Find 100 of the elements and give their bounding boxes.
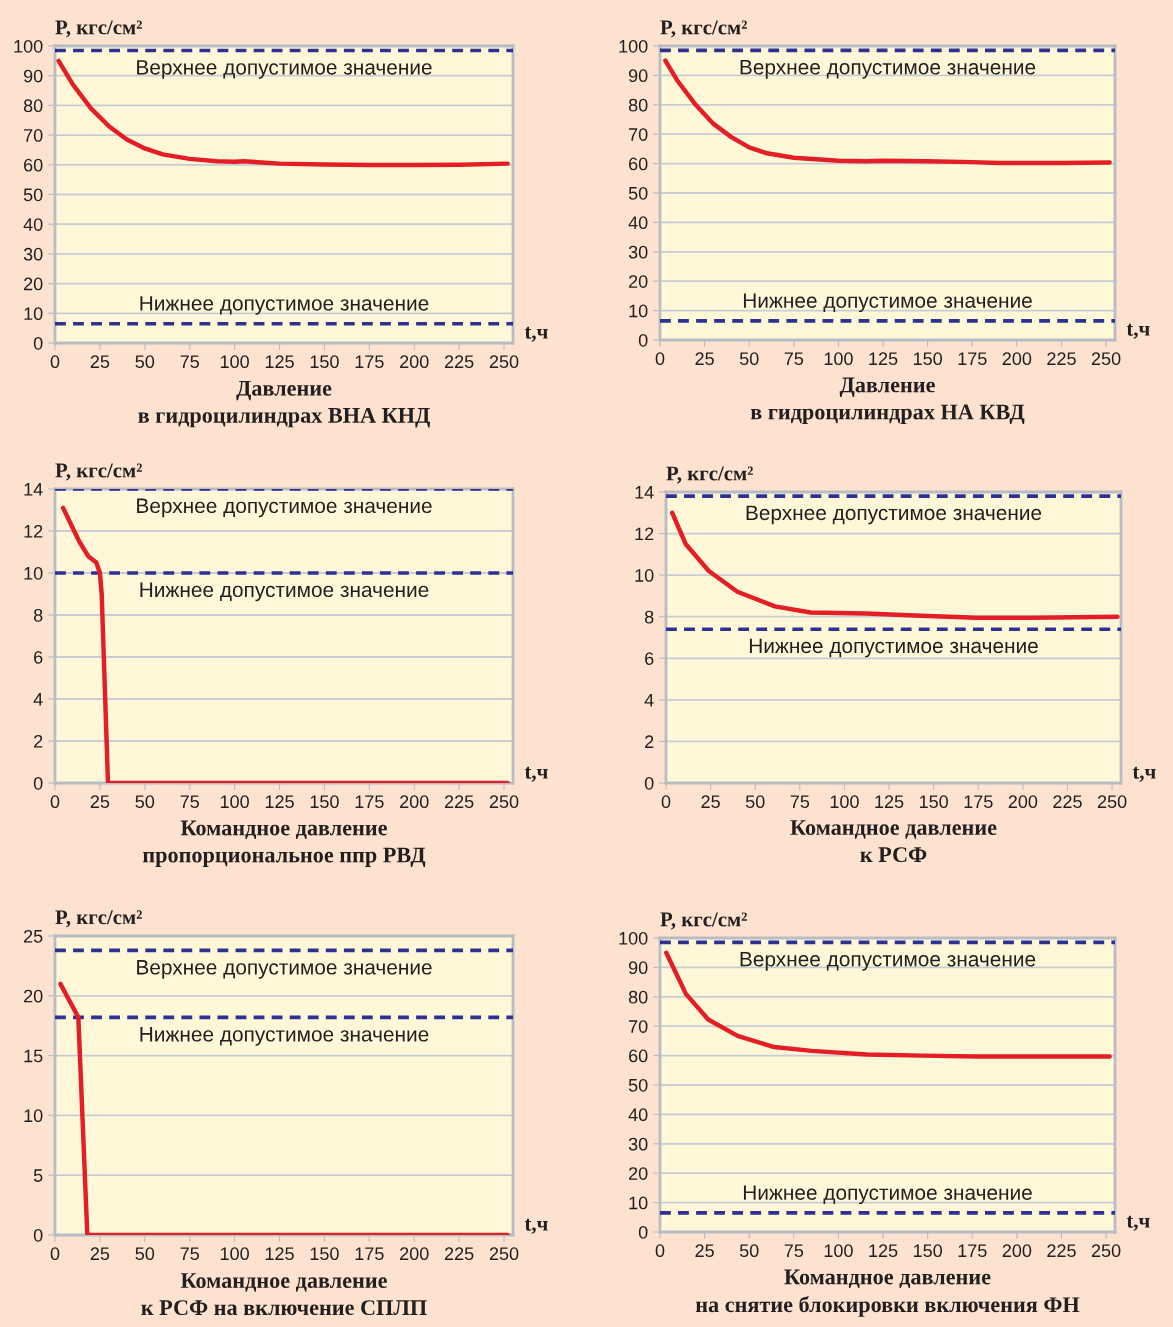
x-tick-label: 0 [655,1244,665,1258]
y-tick-label: 80 [23,99,43,113]
text: Давление в гидроцилиндрах ВНА КНД [138,380,431,428]
x-tick-label: 250 [1091,1244,1121,1258]
ref-line-label: Верхнее допустимое значение [740,59,1036,79]
y-tick-label: 40 [628,216,648,230]
x-tick-label: 175 [355,1247,384,1261]
x-axis-title: t,ч [524,766,548,782]
x-tick-label: 175 [964,795,993,809]
x-tick-label: 175 [355,355,384,369]
y-tick-label: 90 [628,69,648,83]
x-tick-label: 175 [958,1244,987,1258]
y-tick-label: 10 [24,566,43,580]
y-tick-label: 70 [24,129,43,142]
x-tick-label: 250 [489,1247,519,1261]
y-tick-label: 5 [33,1169,43,1182]
x-tick-label: 0 [661,795,671,809]
y-tick-label: 12 [635,527,654,541]
ref-line-label: Верхнее допустимое значение [137,60,432,79]
x-tick-label: 200 [1008,795,1038,809]
x-tick-label: 250 [489,795,519,809]
x-tick-label: 250 [489,355,519,369]
y-tick-label: 50 [23,188,43,202]
x-tick-label: 175 [958,352,987,366]
x-tick-label: 250 [1091,352,1121,366]
x-tick-label: 0 [50,1247,60,1261]
x-tick-label: 25 [695,1244,714,1258]
x-tick-label: 100 [830,795,859,809]
text: Давление в гидроцилиндрах НА КВД [750,377,1025,425]
x-tick-label: 125 [265,355,294,369]
y-axis-title: P, кгс/см² [666,466,753,484]
y-tick-label: 0 [33,1228,43,1242]
y-tick-label: 0 [33,336,43,350]
y-axis-title: P, кгс/см² [55,20,142,38]
x-tick-label: 125 [875,795,904,809]
y-tick-label: 30 [628,245,648,259]
x-tick-label: 25 [90,355,110,369]
x-tick-label: 25 [90,795,110,809]
y-tick-label: 25 [24,929,43,943]
x-tick-label: 100 [220,1247,249,1261]
x-tick-label: 250 [1097,795,1127,809]
y-axis-title: P, кгс/см² [55,463,142,481]
y-tick-label: 8 [33,608,43,622]
x-axis-title: t,ч [1126,1215,1150,1231]
y-tick-label: 12 [24,524,43,538]
line-series [663,58,1112,166]
text: Командное давление к РСФ на включение СПЛП [141,1273,427,1316]
line-series [664,950,1112,1059]
y-tick-label: 100 [619,931,648,945]
y-tick-label: 10 [629,304,648,318]
y-tick-label: 20 [24,277,43,291]
ref-line-label: Нижнее допустимое значение [749,638,1038,658]
x-tick-label: 50 [739,1244,759,1258]
y-tick-label: 4 [33,693,43,706]
x-tick-label: 100 [220,355,249,369]
x-tick-label: 25 [90,1247,110,1261]
x-tick-label: 150 [913,352,942,366]
ref-line-label: Верхнее допустимое значение [746,505,1042,525]
x-tick-label: 0 [50,795,60,809]
y-tick-label: 100 [14,39,43,53]
y-tick-label: 70 [629,1020,648,1033]
text: Командное давление к РСФ [790,820,997,863]
y-tick-label: 8 [644,610,654,624]
x-tick-label: 175 [355,795,384,809]
y-tick-label: 0 [638,1225,648,1239]
ref-line-label: Нижнее допустимое значение [140,1027,429,1046]
x-tick-label: 225 [1047,352,1076,366]
y-tick-label: 0 [638,333,648,347]
x-tick-label: 150 [310,355,339,369]
y-tick-label: 70 [629,128,648,141]
y-axis-title: P, кгс/см² [55,910,142,928]
x-tick-label: 150 [919,795,948,809]
line-series [56,58,510,168]
x-tick-label: 225 [444,1247,474,1261]
x-tick-label: 75 [784,1244,804,1258]
x-tick-label: 50 [135,1247,155,1261]
x-tick-label: 50 [739,352,759,366]
ref-line-label: Верхнее допустимое значение [740,951,1036,971]
x-axis-title: t,ч [1132,766,1156,782]
x-tick-label: 200 [400,355,429,369]
y-tick-label: 20 [629,1167,648,1180]
x-tick-label: 75 [180,795,199,809]
y-tick-label: 20 [629,275,648,288]
y-tick-label: 10 [24,1109,43,1123]
y-tick-label: 80 [628,990,648,1004]
y-tick-label: 60 [629,1049,648,1063]
y-axis-title: P, кгс/см² [660,912,747,930]
y-tick-label: 40 [23,218,43,231]
x-tick-label: 50 [745,795,765,809]
y-tick-label: 30 [23,247,43,261]
y-tick-label: 14 [635,486,654,499]
x-tick-label: 25 [701,795,720,809]
x-tick-label: 0 [655,352,665,366]
x-tick-label: 50 [135,795,155,809]
y-tick-label: 14 [24,483,43,496]
y-tick-label: 80 [628,98,648,112]
text: Командное давление пропорциональное ппр РВД [142,820,426,868]
y-tick-label: 6 [34,650,43,664]
ref-line-label: Нижнее допустимое значение [140,296,429,315]
x-tick-label: 200 [1002,352,1032,366]
